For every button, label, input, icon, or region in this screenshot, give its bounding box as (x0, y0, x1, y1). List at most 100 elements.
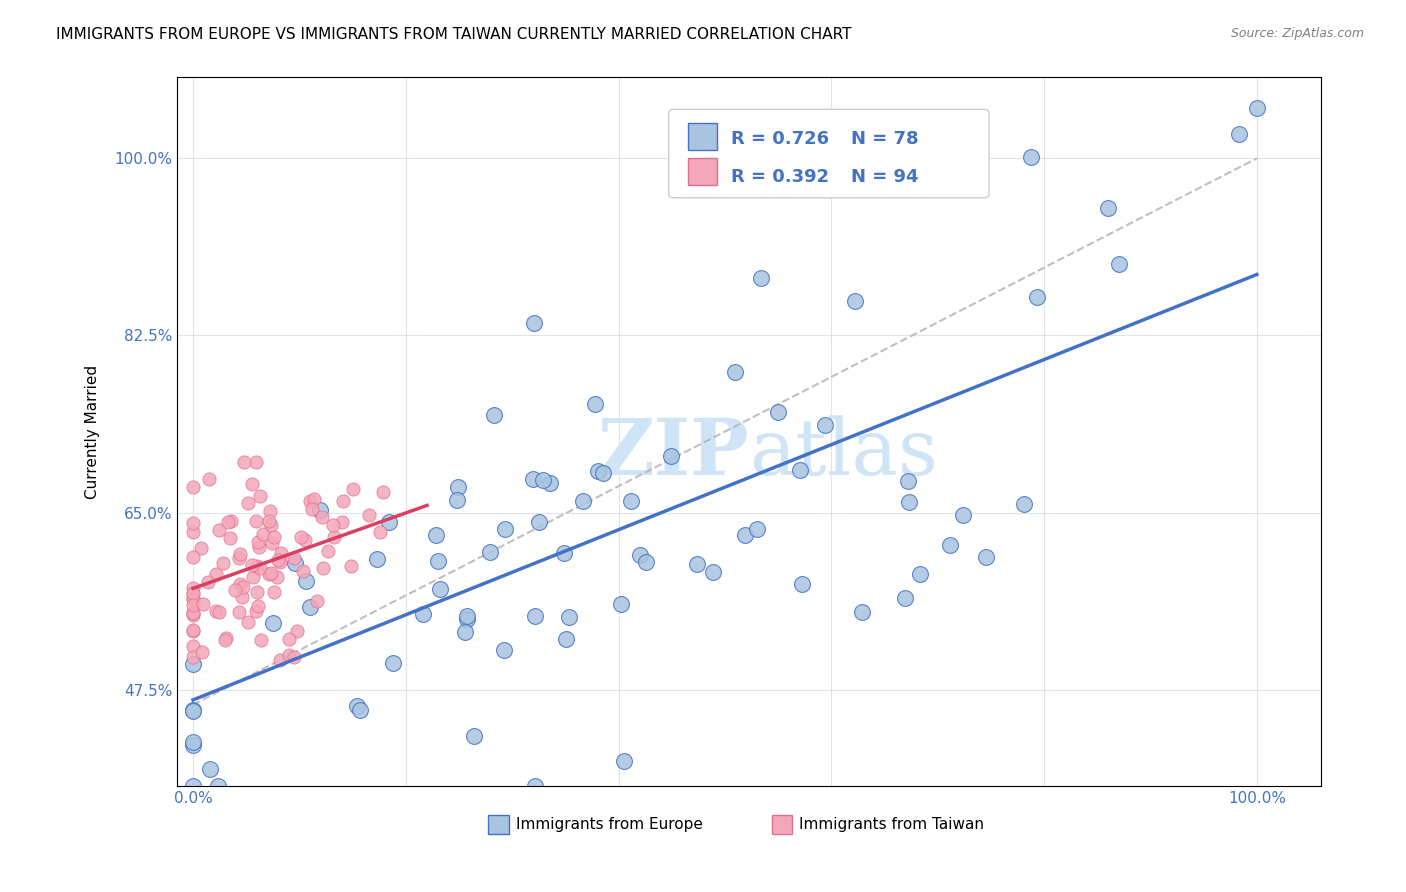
Point (1012, 498, 1035, 512)
Point (323, 530, 346, 544)
Point (270, 546, 292, 560)
Point (301, 502, 323, 516)
Point (262, 615, 284, 630)
Point (897, 474, 920, 488)
Point (231, 590, 253, 604)
Point (242, 570, 264, 584)
Text: Source: ZipAtlas.com: Source: ZipAtlas.com (1230, 27, 1364, 40)
Point (620, 494, 643, 508)
Point (249, 561, 271, 575)
Point (198, 763, 221, 777)
Point (181, 591, 204, 606)
Point (330, 516, 353, 530)
Text: Immigrants from Europe: Immigrants from Europe (516, 817, 703, 832)
Point (1019, 150, 1042, 164)
Point (893, 591, 915, 605)
FancyBboxPatch shape (689, 123, 717, 151)
Point (302, 492, 325, 507)
Point (181, 586, 204, 600)
Point (382, 657, 405, 671)
Point (236, 496, 259, 510)
Point (260, 517, 283, 532)
Point (181, 735, 204, 749)
Point (260, 566, 283, 581)
Point (215, 631, 238, 645)
Point (181, 592, 204, 607)
Point (702, 565, 724, 579)
Point (1227, 127, 1250, 141)
Point (263, 585, 285, 599)
Point (232, 580, 254, 594)
Point (523, 317, 546, 331)
Point (371, 484, 394, 499)
Point (283, 550, 305, 565)
Point (1246, 101, 1268, 115)
Point (181, 739, 204, 753)
Point (368, 524, 391, 539)
Point (181, 657, 204, 671)
Point (456, 612, 478, 626)
Point (734, 528, 756, 542)
Point (250, 632, 273, 647)
Point (814, 418, 837, 433)
Point (181, 624, 204, 638)
Point (342, 482, 364, 496)
FancyBboxPatch shape (488, 815, 509, 834)
Point (332, 494, 354, 508)
Point (897, 495, 920, 509)
Point (249, 489, 271, 503)
Point (266, 570, 288, 584)
Point (208, 605, 231, 619)
Point (309, 502, 332, 516)
Point (346, 698, 368, 713)
Point (229, 547, 252, 561)
Point (228, 550, 250, 565)
Point (181, 606, 204, 620)
Point (322, 518, 344, 533)
Point (229, 576, 252, 591)
Point (277, 648, 299, 662)
Point (245, 514, 267, 528)
Point (298, 494, 321, 508)
Point (240, 476, 263, 491)
Y-axis label: Currently Married: Currently Married (86, 365, 100, 499)
Point (198, 472, 221, 486)
Point (311, 510, 333, 524)
FancyBboxPatch shape (772, 815, 793, 834)
Point (232, 455, 254, 469)
Point (429, 582, 451, 596)
Point (283, 649, 305, 664)
Point (259, 503, 281, 517)
Point (723, 366, 745, 380)
Point (844, 294, 866, 309)
Point (340, 559, 363, 574)
Point (207, 779, 229, 793)
Point (378, 515, 401, 529)
Point (952, 508, 974, 523)
Text: ZIP: ZIP (598, 415, 749, 491)
Point (181, 704, 204, 718)
FancyBboxPatch shape (669, 110, 988, 198)
Point (456, 609, 478, 624)
Point (572, 494, 595, 508)
Point (659, 449, 682, 463)
Text: R = 0.392: R = 0.392 (731, 168, 828, 186)
Point (610, 597, 633, 611)
Point (205, 604, 228, 618)
Point (181, 480, 204, 494)
Point (247, 540, 270, 554)
Point (494, 522, 516, 536)
Point (221, 514, 243, 528)
Point (628, 548, 651, 562)
Point (269, 556, 291, 570)
Point (939, 538, 962, 552)
Point (749, 271, 772, 285)
Point (412, 607, 434, 621)
Point (190, 541, 212, 555)
Point (1025, 290, 1047, 304)
Point (246, 559, 269, 574)
Point (592, 466, 614, 480)
Point (252, 526, 274, 541)
Point (181, 703, 204, 717)
Point (278, 632, 301, 646)
